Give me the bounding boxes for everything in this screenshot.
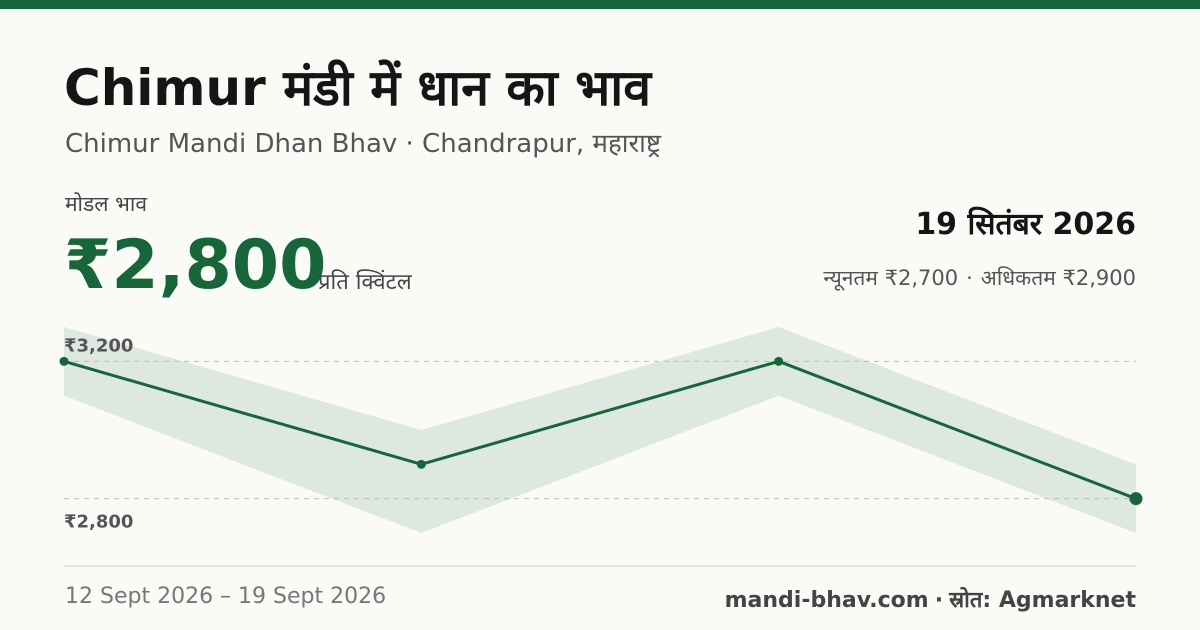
footer-divider <box>64 565 1136 567</box>
page-title: Chimur मंडी में धान का भाव <box>64 59 652 117</box>
min-price: न्यूनतम ₹2,700 <box>823 266 959 290</box>
modal-price-label: मोडल भाव <box>65 192 148 216</box>
price-range-band <box>64 327 1136 533</box>
modal-price-line <box>63 359 1137 501</box>
date-range: 12 Sept 2026 – 19 Sept 2026 <box>65 584 387 609</box>
modal-price-value: ₹2,800 <box>64 226 327 305</box>
data-point <box>1129 492 1143 506</box>
modal-price-points <box>59 356 1143 506</box>
chart-tick-labels: ₹3,200 ₹2,800 <box>64 335 133 532</box>
site-name: mandi-bhav.com <box>724 588 929 613</box>
data-point <box>416 459 426 469</box>
min-max-prices: न्यूनतम ₹2,700 · अधिकतम ₹2,900 <box>823 264 1136 292</box>
price-unit: प्रति क्विंटल <box>318 270 412 295</box>
source-credit: mandi-bhav.com · स्रोत: Agmarknet <box>725 584 1136 614</box>
data-point <box>59 356 69 366</box>
top-accent-bar <box>0 0 1200 9</box>
max-price: अधिकतम ₹2,900 <box>980 266 1136 290</box>
y-tick-label: ₹2,800 <box>64 512 133 533</box>
page-subtitle: Chimur Mandi Dhan Bhav · Chandrapur, महा… <box>65 129 662 159</box>
price-date: 19 सितंबर 2026 <box>915 207 1136 242</box>
data-point <box>774 356 784 366</box>
min-max-separator: · <box>966 266 973 290</box>
source-separator: · <box>934 588 944 613</box>
y-tick-label: ₹3,200 <box>64 335 133 356</box>
data-source: स्रोत: Agmarknet <box>949 588 1136 613</box>
chart-gridlines <box>64 360 1136 500</box>
